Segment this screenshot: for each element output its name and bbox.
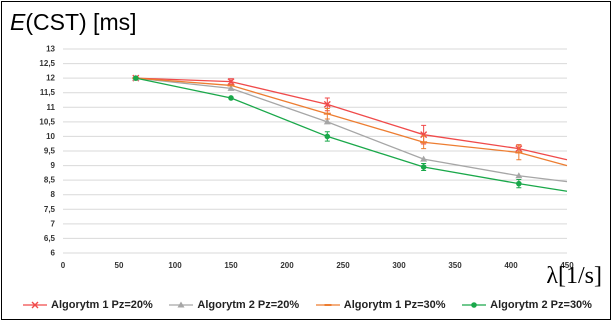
y-tick-labels: 6 6,5 7 7,5 8 8,5 9 9,5 10 10,5 11 11,5 12 12,5 13: [39, 45, 55, 258]
series-line: [135, 77, 568, 183]
data-point: [516, 180, 522, 187]
series-4: [133, 75, 568, 192]
y-tick-label: 13: [46, 45, 55, 54]
y-tick-label: 11,5: [40, 88, 56, 97]
legend-label: Algorytm 1 Pz=30%: [343, 299, 446, 311]
legend-label: Algorytm 2 Pz=20%: [197, 299, 300, 311]
legend-swatch: [169, 301, 194, 308]
x-tick-label: 400: [504, 261, 518, 270]
data-series: [132, 74, 568, 192]
legend: Algorytm 1 Pz=20% Algorytm 2 Pz=20% Algory…: [22, 296, 592, 314]
legend-swatch-marker: [177, 301, 185, 308]
data-point: [515, 172, 523, 179]
data-point: [420, 131, 428, 139]
legend-swatch: [462, 302, 487, 308]
legend-item: Algorytm 1 Pz=30%: [315, 299, 446, 311]
y-tick-label: 10: [46, 132, 55, 141]
data-point: [227, 78, 235, 86]
x-tick-label: 0: [61, 261, 66, 270]
data-point: [323, 100, 331, 108]
y-tick-label: 7,5: [44, 205, 56, 214]
x-tick-label: 300: [392, 261, 406, 270]
y-tick-label: 8,5: [44, 176, 56, 185]
y-tick-label: 9: [51, 161, 56, 170]
y-tick-label: 6: [51, 249, 56, 258]
y-tick-label: 8: [51, 190, 56, 199]
x-tick-label: 50: [115, 261, 124, 270]
y-tick-label: 12,5: [39, 59, 55, 68]
legend-label: Algorytm 2 Pz=30%: [490, 299, 592, 311]
data-point: [324, 133, 331, 140]
legend-swatch-marker: [31, 301, 39, 309]
data-point: [323, 118, 331, 125]
data-point: [420, 155, 428, 162]
legend-item: Algorytm 1 Pz=20%: [22, 299, 153, 311]
grid-lines: [63, 48, 567, 254]
series-1: [132, 74, 568, 161]
y-tick-label: 9,5: [44, 147, 56, 156]
y-axis-title-rest: (CST) [ms]: [25, 9, 137, 35]
legend-swatch: [315, 304, 340, 306]
x-tick-label: 150: [224, 261, 238, 270]
x-tick-label: 200: [280, 261, 294, 270]
x-tick-labels: 0 50 100 150 200 250 300 350 400 450: [61, 261, 574, 270]
data-point: [228, 95, 234, 101]
y-tick-label: 7: [51, 219, 56, 228]
y-tick-label: 12: [46, 74, 55, 83]
legend-swatch-marker: [471, 302, 477, 308]
data-point: [133, 75, 139, 81]
x-tick-label: 250: [336, 261, 350, 270]
series-line: [135, 77, 568, 167]
legend-item: Algorytm 2 Pz=30%: [461, 299, 592, 311]
x-tick-label: 450: [560, 261, 574, 270]
series-line: [135, 77, 568, 192]
y-tick-label: 6,5: [44, 234, 56, 243]
series-line: [135, 77, 568, 161]
x-axis-title: λ[1/s]: [546, 263, 602, 289]
y-tick-label: 10,5: [39, 117, 55, 126]
y-axis-title-variable: E: [10, 9, 26, 35]
data-point: [420, 164, 427, 170]
legend-item: Algorytm 2 Pz=20%: [168, 299, 299, 311]
data-point: [227, 84, 235, 91]
y-axis-title: E(CST) [ms]: [10, 9, 137, 36]
x-tick-label: 100: [168, 261, 182, 270]
x-tick-label: 350: [448, 261, 462, 270]
legend-swatch: [23, 301, 47, 309]
legend-label: Algorytm 1 Pz=20%: [51, 299, 153, 311]
y-tick-label: 11: [47, 103, 56, 112]
